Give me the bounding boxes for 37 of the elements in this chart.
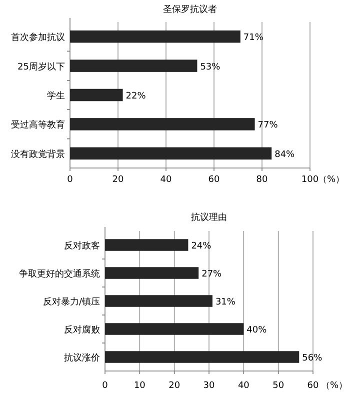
x-tick-label: 0 xyxy=(67,175,74,185)
y-tick-label: 争取更好的交通系统 xyxy=(19,268,100,280)
x-tick-label: 40 xyxy=(238,381,250,391)
x-tick-label: 40 xyxy=(160,175,172,185)
x-tick-label: 80 xyxy=(256,175,268,185)
data-label: 71% xyxy=(243,33,264,44)
y-tick-label: 学生 xyxy=(47,90,65,102)
x-tick-label: 20 xyxy=(112,175,124,185)
y-tick-label: 25周岁以下 xyxy=(18,61,65,72)
y-tick-label: 没有政党背景 xyxy=(11,148,65,160)
data-label: 22% xyxy=(126,92,146,102)
x-tick-label: 10 xyxy=(134,381,146,391)
data-label: 31% xyxy=(215,298,236,308)
y-tick-label: 受过高等教育 xyxy=(11,120,65,131)
x-tick-label: 50 xyxy=(272,381,284,391)
x-tick-label: 0 xyxy=(102,381,108,391)
x-tick-label: 30 xyxy=(203,381,215,391)
x-tick-label: 100 xyxy=(301,175,319,185)
data-label: 24% xyxy=(191,242,212,252)
x-tick-label: 60 xyxy=(208,175,220,185)
x-axis-title: （%） xyxy=(321,381,348,391)
data-label: 56% xyxy=(302,354,323,364)
chart-title: 圣保罗抗议者 xyxy=(163,4,217,15)
y-tick-label: 反对政客 xyxy=(64,240,100,252)
x-tick-label: 60 xyxy=(307,381,319,391)
data-label: 53% xyxy=(200,62,221,72)
y-tick-label: 抗议涨价 xyxy=(64,352,100,364)
y-tick-label: 反对暴力/镇压 xyxy=(42,296,100,308)
y-tick-label: 反对腐败 xyxy=(64,324,100,336)
data-label: 40% xyxy=(246,326,268,336)
y-tick-label: 首次参加抗议 xyxy=(11,32,65,44)
data-label: 77% xyxy=(258,120,278,131)
data-label: 27% xyxy=(202,270,222,280)
data-label: 84% xyxy=(274,150,296,160)
chart-title: 抗议理由 xyxy=(191,212,227,223)
x-axis-title: （%） xyxy=(318,175,345,185)
x-tick-label: 20 xyxy=(168,381,180,391)
